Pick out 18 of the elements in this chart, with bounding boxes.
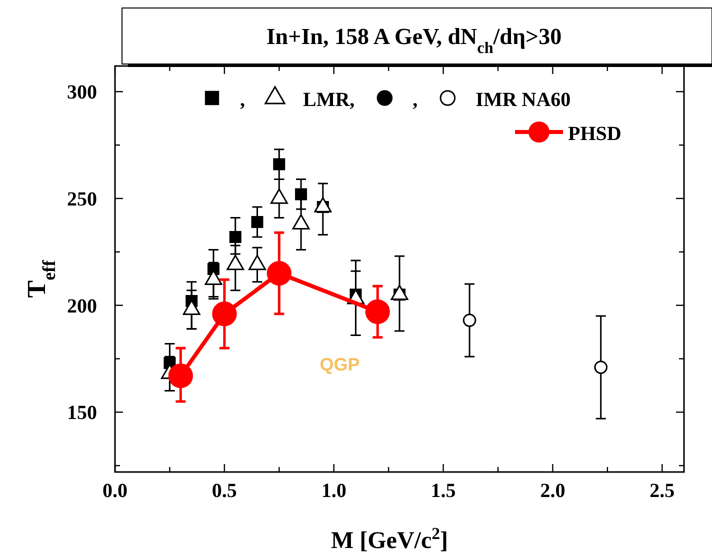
x-tick-label: 2.5: [650, 480, 675, 502]
chart-title: In+In, 158 A GeV, dN$_{ch}$/dη>30: [266, 24, 562, 56]
legend-label: ,: [412, 89, 418, 111]
x-tick-label: 1.0: [321, 480, 346, 502]
y-tick-label: 300: [67, 82, 97, 104]
x-axis-title: M [GeV/c$^{2}$]: [330, 524, 448, 554]
y-tick-label: 200: [67, 295, 97, 318]
annotation: QGP: [320, 354, 360, 374]
x-tick-label: 0.5: [212, 480, 237, 502]
legend-label: PHSD: [568, 123, 622, 145]
x-tick-label: 0.0: [102, 480, 128, 502]
y-tick-label: 250: [67, 188, 97, 210]
x-tick-label: 1.5: [430, 480, 456, 502]
x-tick-label: 2.0: [540, 480, 566, 502]
legend-label: ,: [240, 89, 245, 111]
y-tick-label: 150: [67, 402, 97, 424]
legend-label: IMR NA60: [476, 89, 571, 111]
legend-label: LMR,: [303, 89, 355, 111]
